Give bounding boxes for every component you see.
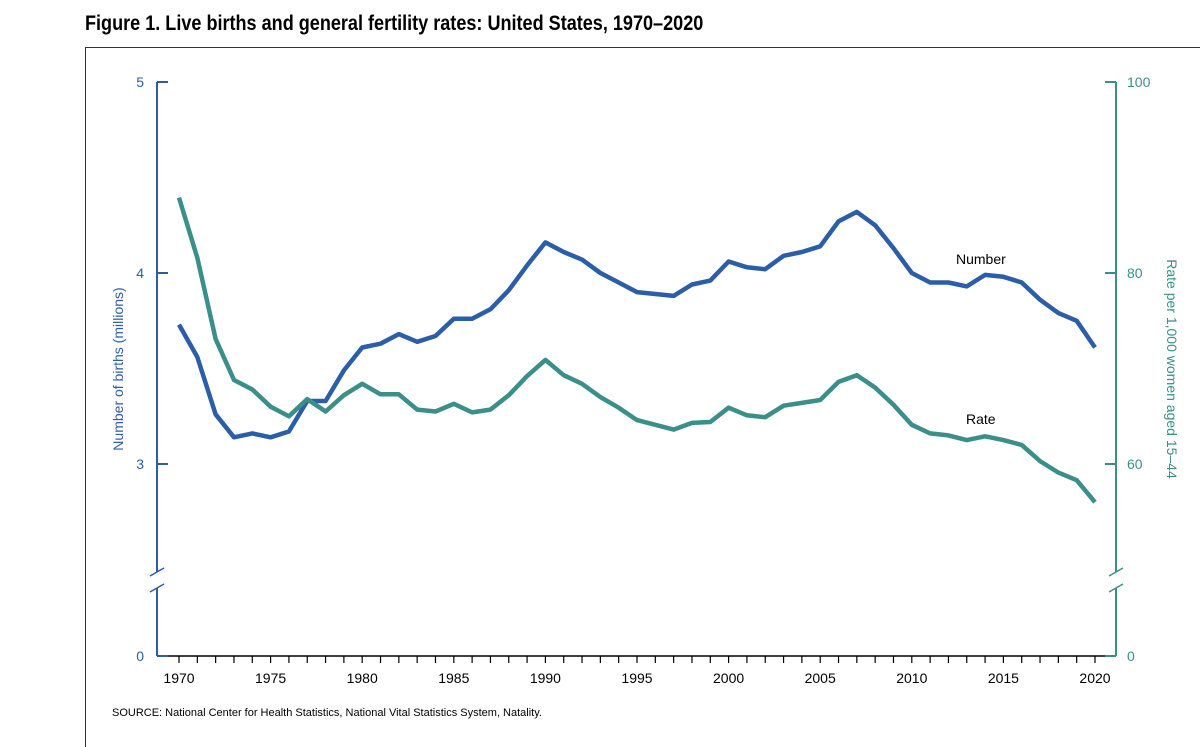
x-tick-label: 1985 [438,670,469,686]
x-tick-label: 1990 [530,670,561,686]
left-y-axis [149,82,165,656]
rate-annotation: Rate [966,411,996,427]
x-tick-label: 2000 [713,670,744,686]
x-tick-label: 2010 [896,670,927,686]
figure-title: Figure 1. Live births and general fertil… [85,12,704,35]
x-tick-label: 1980 [347,670,378,686]
right-tick-label: 60 [1127,456,1143,472]
x-tick-label: 2020 [1079,670,1110,686]
series-line-rate [176,196,1097,504]
left-tick-label: 5 [136,74,144,90]
series-line-number [177,209,1097,440]
x-tick-label: 2015 [988,670,1019,686]
left-tick-label: 0 [136,648,144,664]
x-tick-label: 1995 [621,670,652,686]
right-axis-label: Rate per 1,000 women aged 15–44 [1164,259,1180,479]
series-lines [176,196,1097,504]
right-axis-break-mark [1108,567,1124,577]
right-y-axis [1108,82,1124,656]
left-tick-label: 4 [136,265,144,281]
left-axis-break-mark [149,583,165,593]
right-tick-label: 100 [1127,74,1151,90]
left-axis-label: Number of births (millions) [110,287,126,450]
figure-frame [85,47,1200,747]
left-tick-label: 3 [136,456,144,472]
x-ticks: 1970 1975 1980 1985 1990 1995 2000 2005 2010 2015… [163,656,1111,686]
x-tick-label: 1970 [163,670,194,686]
x-tick-label: 1975 [255,670,286,686]
source-note: SOURCE: National Center for Health Stati… [112,707,542,719]
right-tick-label: 0 [1127,648,1135,664]
right-axis-break-mark [1108,583,1124,593]
left-axis-break-mark [149,567,165,577]
right-y-ticks: 0 60 80 100 [1105,74,1151,664]
x-tick-label: 2005 [805,670,836,686]
right-tick-label: 80 [1127,265,1143,281]
left-y-ticks: 0 3 4 5 [136,74,168,664]
number-annotation: Number [956,251,1006,267]
